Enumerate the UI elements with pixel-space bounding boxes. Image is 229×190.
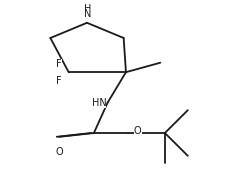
Text: F: F — [56, 76, 62, 86]
Text: O: O — [56, 147, 63, 157]
Text: F: F — [56, 59, 62, 69]
Text: H: H — [85, 4, 92, 14]
Text: N: N — [85, 9, 92, 19]
Text: HN: HN — [92, 98, 106, 108]
Text: O: O — [134, 126, 142, 136]
